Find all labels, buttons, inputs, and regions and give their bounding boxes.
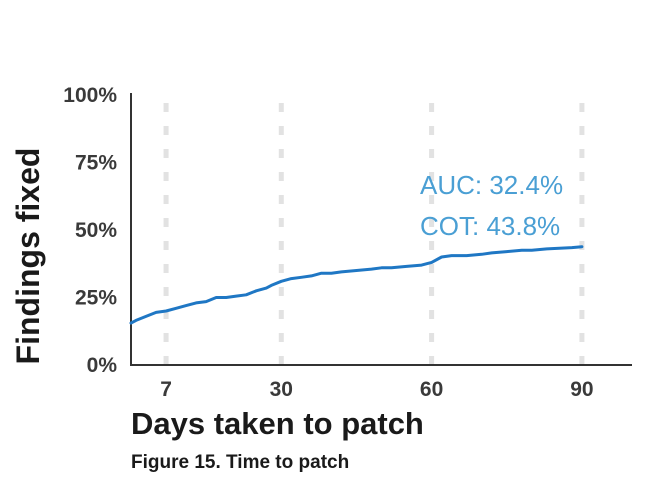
x-tick-label: 30 — [270, 378, 293, 401]
figure-caption: Figure 15. Time to patch — [131, 452, 350, 473]
axes — [130, 93, 632, 366]
y-axis-title: Findings fixed — [10, 148, 46, 365]
y-tick-label: 100% — [63, 84, 117, 107]
x-tick-label: 7 — [160, 378, 172, 401]
x-tick-labels: 7 30 60 90 — [160, 378, 593, 401]
x-tick-label: 60 — [420, 378, 443, 401]
y-tick-label: 25% — [75, 287, 117, 310]
y-tick-label: 50% — [75, 219, 117, 242]
series-line — [129, 245, 584, 325]
time-to-patch-chart: 0% 25% 50% 75% 100% 7 30 60 90 AUC: 32.4% COT: … — [10, 84, 632, 441]
y-tick-labels: 0% 25% 50% 75% 100% — [63, 84, 117, 377]
y-tick-label: 0% — [87, 354, 118, 377]
x-axis-title: Days taken to patch — [131, 406, 424, 441]
auc-annotation: AUC: 32.4% — [420, 170, 563, 200]
x-tick-label: 90 — [570, 378, 593, 401]
y-tick-label: 75% — [75, 152, 117, 175]
cot-annotation: COT: 43.8% — [420, 211, 560, 241]
